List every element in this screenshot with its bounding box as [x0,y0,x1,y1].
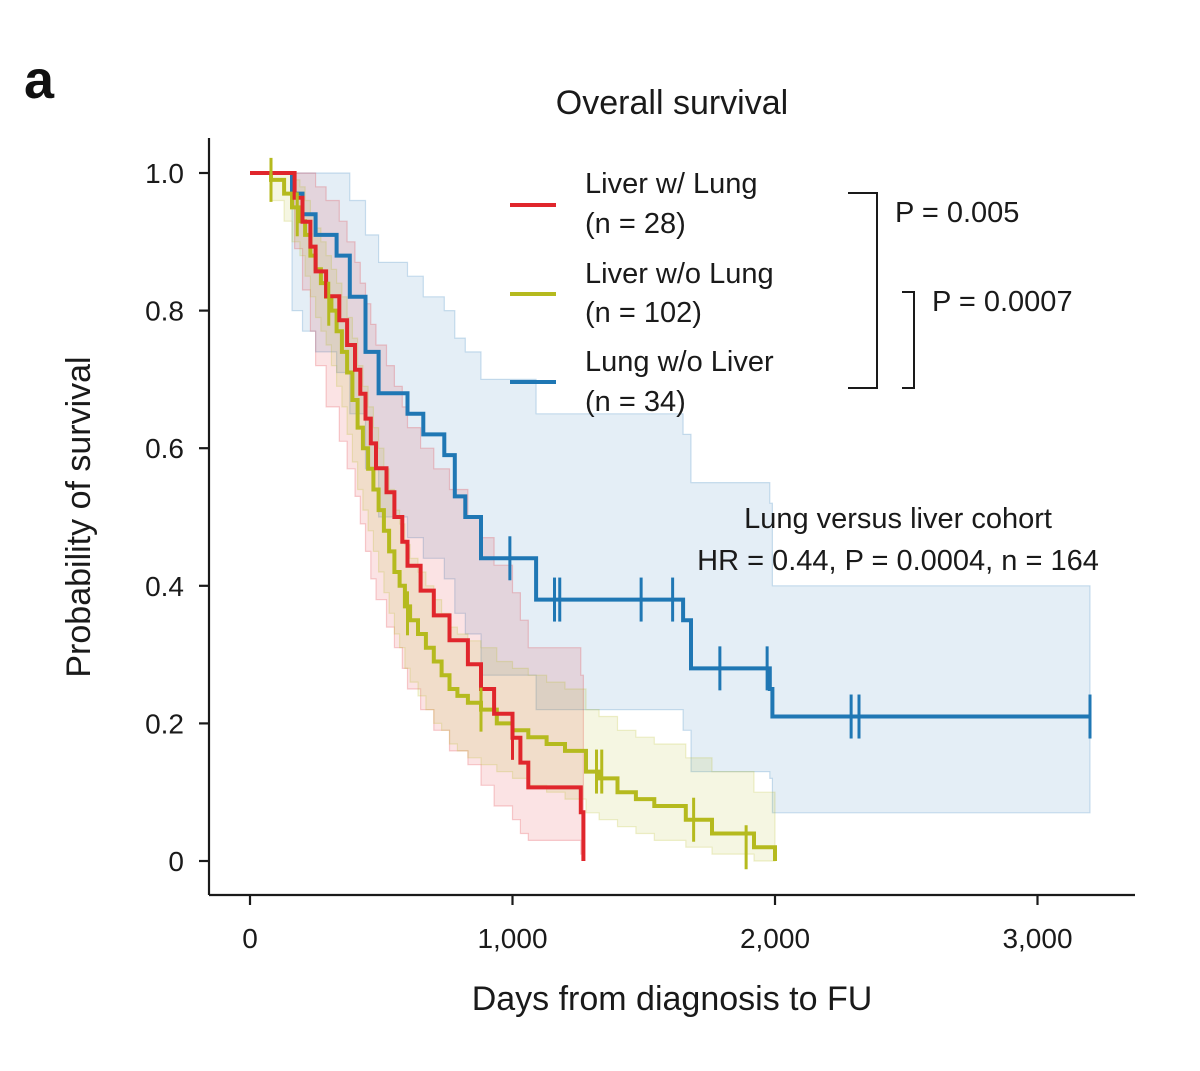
legend-n-lung-without-liver: (n = 34) [585,386,686,418]
legend-label-liver-without-lung: Liver w/o Lung [585,258,774,290]
survival-curve-liver-without-lung [250,171,777,861]
censor-marks [269,157,1092,870]
hazard-ratio-label: HR = 0.44, P = 0.0004, n = 164 [697,545,1099,577]
x-tick-label: 3,000 [1002,923,1072,954]
pvalue-bracket-1: P = 0.005 [848,192,1019,389]
pvalue-label-2: P = 0.0007 [932,286,1073,318]
pvalue-bracket-2: P = 0.0007 [902,286,1073,389]
y-tick-label: 0 [168,846,184,877]
y-tick-label: 0.8 [145,296,184,327]
legend-n-liver-with-lung: (n = 28) [585,208,686,240]
y-tick-label: 0.2 [145,708,184,739]
bracket-line-2 [902,291,915,389]
survival-curve-liver-with-lung [250,171,586,861]
axis-ticks: 0 0.2 0.4 0.6 0.8 1.0 0 1,000 2,000 3,000 [145,158,1072,954]
cohort-comparison-label: Lung versus liver cohort [744,503,1052,535]
legend: Liver w/ Lung (n = 28) Liver w/o Lung (n… [510,168,774,418]
x-tick-label: 2,000 [740,923,810,954]
legend-label-lung-without-liver: Lung w/o Liver [585,346,774,378]
x-tick-label: 0 [242,923,258,954]
x-axis-label: Days from diagnosis to FU [472,980,873,1018]
survival-curves [250,171,1090,861]
y-tick-label: 1.0 [145,158,184,189]
pvalue-label-1: P = 0.005 [895,197,1019,229]
y-axis-label: Probability of survival [60,356,98,677]
legend-n-liver-without-lung: (n = 102) [585,297,702,329]
legend-label-liver-with-lung: Liver w/ Lung [585,168,758,200]
chart-title: Overall survival [556,84,788,122]
x-tick-label: 1,000 [477,923,547,954]
panel-letter: a [24,50,55,110]
y-tick-label: 0.4 [145,571,184,602]
survival-curve-lung-without-liver [250,171,1090,719]
y-tick-label: 0.6 [145,433,184,464]
bracket-line-1 [848,192,878,389]
ci-band-lung-without-liver [250,172,1091,814]
